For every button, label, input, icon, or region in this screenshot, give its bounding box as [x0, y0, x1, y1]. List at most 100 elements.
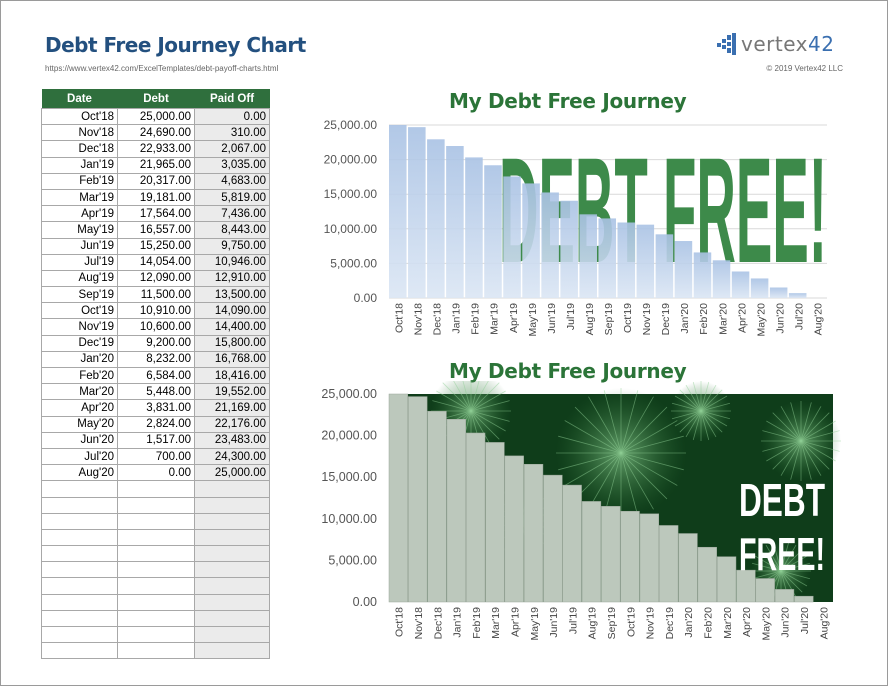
cell-debt[interactable]: 3,831.00: [117, 399, 195, 417]
cell-debt[interactable]: 17,564.00: [117, 205, 195, 223]
cell-date[interactable]: Oct'18: [41, 107, 118, 126]
empty-cell[interactable]: [194, 625, 270, 644]
cell-paid-off[interactable]: 0.00: [194, 107, 270, 126]
cell-date[interactable]: Mar'20: [41, 383, 118, 401]
cell-date[interactable]: Apr'20: [41, 399, 118, 417]
cell-debt[interactable]: 10,910.00: [117, 302, 195, 320]
cell-paid-off[interactable]: 21,169.00: [194, 399, 270, 417]
empty-cell[interactable]: [41, 561, 118, 579]
empty-cell[interactable]: [117, 545, 195, 563]
cell-paid-off[interactable]: 19,552.00: [194, 383, 270, 401]
cell-paid-off[interactable]: 15,800.00: [194, 334, 270, 352]
cell-paid-off[interactable]: 24,300.00: [194, 447, 270, 466]
empty-cell[interactable]: [41, 512, 118, 530]
empty-cell[interactable]: [194, 561, 270, 579]
cell-paid-off[interactable]: 25,000.00: [194, 464, 270, 482]
cell-date[interactable]: Jan'20: [41, 350, 118, 369]
cell-debt[interactable]: 6,584.00: [117, 366, 195, 385]
cell-paid-off[interactable]: 3,035.00: [194, 156, 270, 174]
cell-paid-off[interactable]: 14,090.00: [194, 302, 270, 320]
cell-debt[interactable]: 15,250.00: [117, 237, 195, 255]
cell-debt[interactable]: 700.00: [117, 447, 195, 466]
cell-paid-off[interactable]: 2,067.00: [194, 140, 270, 158]
cell-debt[interactable]: 25,000.00: [117, 107, 195, 126]
cell-debt[interactable]: 10,600.00: [117, 318, 195, 336]
cell-debt[interactable]: 2,824.00: [117, 415, 195, 433]
empty-cell[interactable]: [194, 642, 270, 660]
cell-date[interactable]: Jan'19: [41, 156, 118, 174]
empty-cell[interactable]: [194, 593, 270, 611]
debt-chart-debt-free-text[interactable]: DEBT FREE!Oct'18 Nov'18 Dec'18 Jan'19 Feb'19…: [301, 111, 861, 351]
cell-date[interactable]: Jul'19: [41, 253, 118, 271]
empty-cell[interactable]: [41, 545, 118, 563]
empty-cell[interactable]: [41, 528, 118, 547]
empty-cell[interactable]: [194, 609, 270, 628]
cell-debt[interactable]: 11,500.00: [117, 286, 195, 304]
cell-paid-off[interactable]: 14,400.00: [194, 318, 270, 336]
empty-cell[interactable]: [41, 480, 118, 498]
cell-date[interactable]: Nov'18: [41, 124, 118, 142]
cell-paid-off[interactable]: 4,683.00: [194, 172, 270, 190]
cell-date[interactable]: Dec'18: [41, 140, 118, 158]
empty-cell[interactable]: [117, 496, 195, 514]
cell-date[interactable]: May'19: [41, 221, 118, 239]
empty-cell[interactable]: [117, 480, 195, 498]
empty-cell[interactable]: [194, 577, 270, 595]
cell-paid-off[interactable]: 7,436.00: [194, 205, 270, 223]
empty-cell[interactable]: [194, 480, 270, 498]
cell-debt[interactable]: 22,933.00: [117, 140, 195, 158]
cell-paid-off[interactable]: 8,443.00: [194, 221, 270, 239]
cell-date[interactable]: Aug'20: [41, 464, 118, 482]
cell-date[interactable]: Oct'19: [41, 302, 118, 320]
cell-debt[interactable]: 19,181.00: [117, 188, 195, 207]
cell-date[interactable]: Feb'19: [41, 172, 118, 190]
cell-debt[interactable]: 0.00: [117, 464, 195, 482]
empty-cell[interactable]: [194, 545, 270, 563]
cell-debt[interactable]: 24,690.00: [117, 124, 195, 142]
cell-date[interactable]: Nov'19: [41, 318, 118, 336]
cell-paid-off[interactable]: 10,946.00: [194, 253, 270, 271]
empty-cell[interactable]: [41, 593, 118, 611]
empty-cell[interactable]: [41, 496, 118, 514]
empty-cell[interactable]: [117, 528, 195, 547]
cell-date[interactable]: Apr'19: [41, 205, 118, 223]
cell-debt[interactable]: 9,200.00: [117, 334, 195, 352]
empty-cell[interactable]: [194, 496, 270, 514]
cell-date[interactable]: Feb'20: [41, 366, 118, 385]
cell-date[interactable]: Jun'20: [41, 431, 118, 449]
cell-debt[interactable]: 5,448.00: [117, 383, 195, 401]
empty-cell[interactable]: [41, 609, 118, 628]
cell-paid-off[interactable]: 16,768.00: [194, 350, 270, 369]
cell-paid-off[interactable]: 22,176.00: [194, 415, 270, 433]
empty-cell[interactable]: [117, 512, 195, 530]
empty-cell[interactable]: [194, 512, 270, 530]
cell-paid-off[interactable]: 12,910.00: [194, 269, 270, 288]
empty-cell[interactable]: [194, 528, 270, 547]
empty-cell[interactable]: [117, 561, 195, 579]
empty-cell[interactable]: [117, 577, 195, 595]
cell-debt[interactable]: 20,317.00: [117, 172, 195, 190]
cell-date[interactable]: May'20: [41, 415, 118, 433]
cell-paid-off[interactable]: 23,483.00: [194, 431, 270, 449]
cell-date[interactable]: Jul'20: [41, 447, 118, 466]
empty-cell[interactable]: [41, 642, 118, 660]
empty-cell[interactable]: [41, 625, 118, 644]
empty-cell[interactable]: [117, 625, 195, 644]
cell-date[interactable]: Mar'19: [41, 188, 118, 207]
cell-paid-off[interactable]: 310.00: [194, 124, 270, 142]
cell-debt[interactable]: 14,054.00: [117, 253, 195, 271]
cell-date[interactable]: Sep'19: [41, 286, 118, 304]
cell-paid-off[interactable]: 13,500.00: [194, 286, 270, 304]
cell-debt[interactable]: 8,232.00: [117, 350, 195, 369]
cell-date[interactable]: Jun'19: [41, 237, 118, 255]
cell-date[interactable]: Dec'19: [41, 334, 118, 352]
cell-paid-off[interactable]: 5,819.00: [194, 188, 270, 207]
debt-chart-fireworks[interactable]: Oct'18 Nov'18 Dec'18 Jan'19 Feb'19 Mar'19 Apr'…: [301, 381, 861, 661]
empty-cell[interactable]: [117, 593, 195, 611]
cell-debt[interactable]: 1,517.00: [117, 431, 195, 449]
cell-debt[interactable]: 16,557.00: [117, 221, 195, 239]
cell-date[interactable]: Aug'19: [41, 269, 118, 288]
empty-cell[interactable]: [117, 609, 195, 628]
template-url-link[interactable]: https://www.vertex42.com/ExcelTemplates/…: [45, 64, 279, 73]
cell-paid-off[interactable]: 18,416.00: [194, 366, 270, 385]
